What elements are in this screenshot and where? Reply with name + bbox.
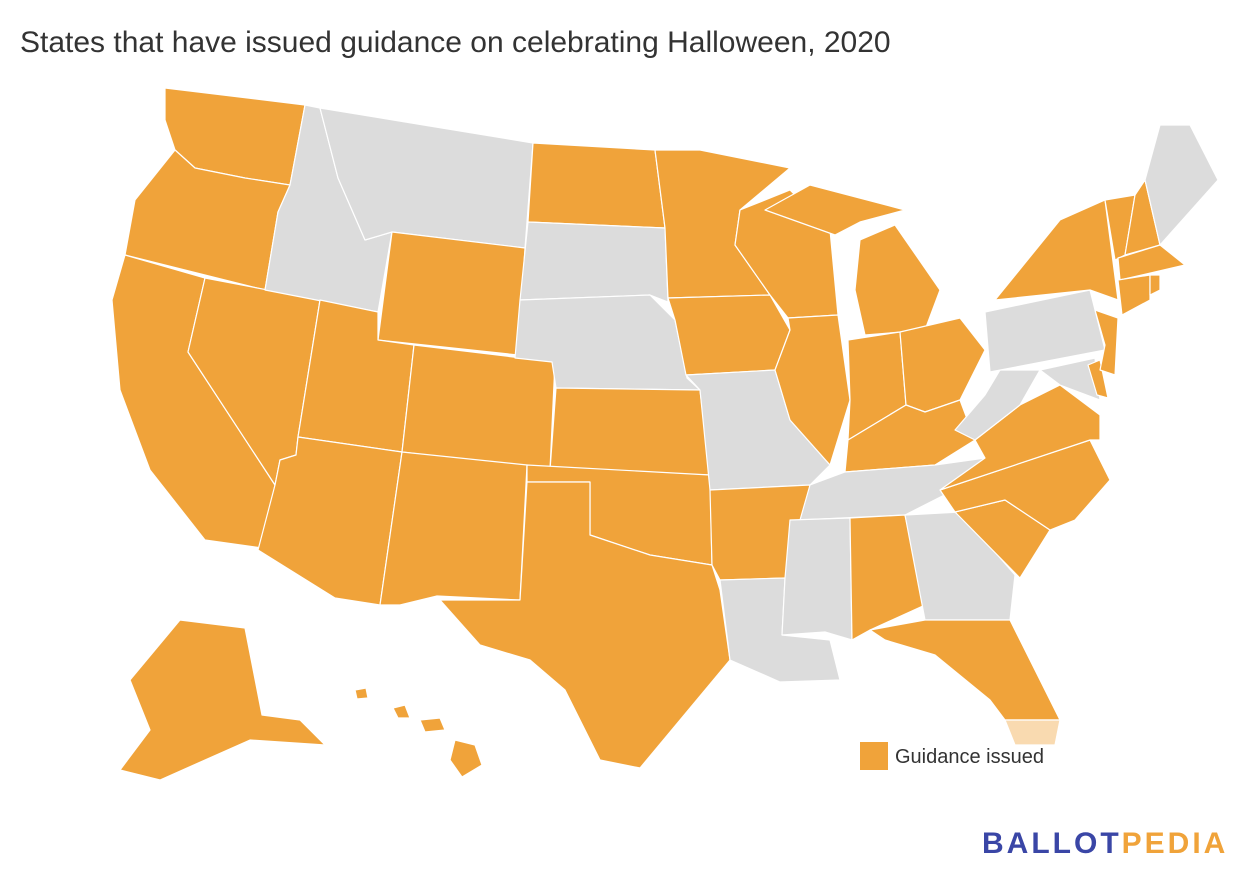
- state: [377, 231, 526, 356]
- state: [449, 739, 483, 778]
- legend-swatch: [860, 742, 888, 770]
- state: [781, 517, 853, 641]
- state: [1117, 244, 1186, 281]
- state: [257, 436, 403, 606]
- logo-part: PEDIA: [1122, 827, 1229, 860]
- state: [1144, 124, 1219, 246]
- state: [939, 439, 1111, 531]
- us-map: [111, 87, 1219, 781]
- title: States that have issued guidance on cele…: [20, 26, 891, 59]
- state: [519, 221, 669, 303]
- state: [904, 511, 1016, 621]
- state: [549, 387, 711, 476]
- state: [1039, 357, 1101, 401]
- logo-part: BALLOT: [982, 827, 1122, 860]
- state: [854, 224, 941, 336]
- state: [869, 619, 1061, 721]
- legend-label: Guidance issued: [895, 746, 1044, 768]
- state: [119, 619, 326, 781]
- state: [899, 317, 986, 413]
- state: [527, 142, 666, 229]
- state: [939, 384, 1101, 491]
- state: [1094, 309, 1119, 376]
- state: [994, 199, 1119, 301]
- state: [849, 514, 926, 641]
- state: [354, 687, 369, 700]
- logo: BALLOTPEDIA: [982, 827, 1228, 860]
- state: [379, 451, 528, 606]
- state: [392, 704, 411, 719]
- state: [1087, 359, 1109, 399]
- state: [1149, 274, 1161, 296]
- state: [667, 294, 791, 376]
- state: [419, 717, 446, 733]
- state: [774, 314, 851, 466]
- state: [1117, 274, 1151, 316]
- state: [764, 184, 906, 236]
- state: [401, 344, 556, 471]
- state: [439, 481, 731, 769]
- state: [1004, 719, 1061, 746]
